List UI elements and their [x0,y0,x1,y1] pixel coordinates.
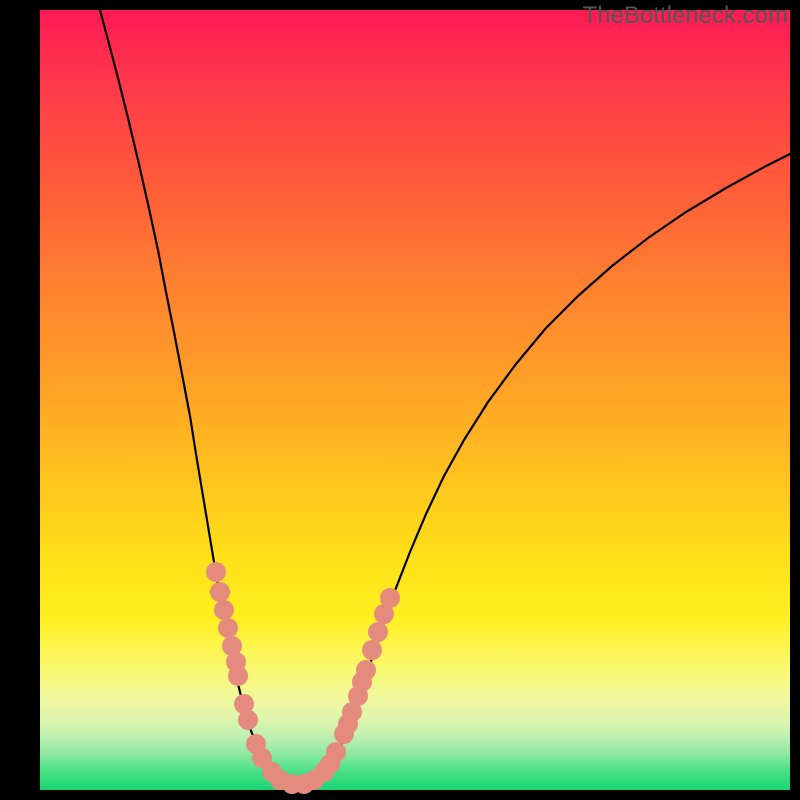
data-point [380,588,400,608]
data-point [218,618,238,638]
chart-canvas: TheBottleneck.com [0,0,800,800]
data-point [214,600,234,620]
data-point [206,562,226,582]
data-points-layer [40,10,790,790]
data-point [210,582,230,602]
data-point [228,666,248,686]
data-point [368,622,388,642]
watermark-text: TheBottleneck.com [583,2,788,30]
data-point [362,640,382,660]
data-point [356,660,376,680]
plot-area [40,10,790,790]
data-point [238,710,258,730]
data-point [326,742,346,762]
